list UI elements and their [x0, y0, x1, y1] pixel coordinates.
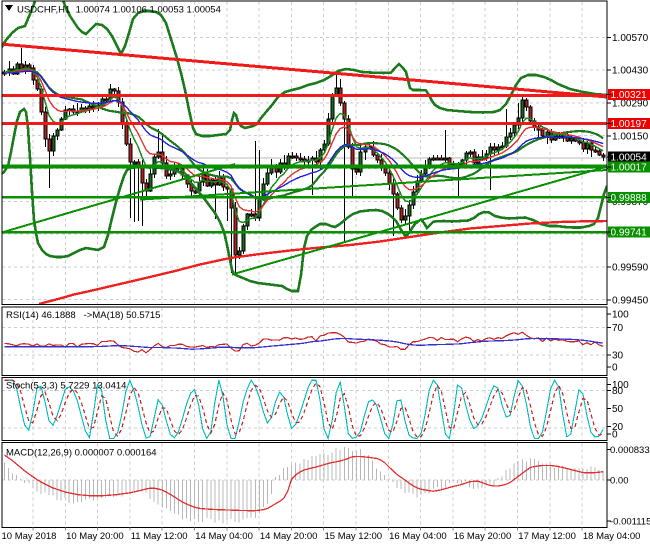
svg-text:17 May 12:00: 17 May 12:00: [518, 531, 576, 542]
svg-text:1.00017: 1.00017: [611, 162, 648, 173]
svg-text:0.99888: 0.99888: [611, 193, 648, 204]
svg-text:0: 0: [612, 363, 618, 374]
svg-text:50: 50: [612, 404, 624, 415]
svg-text:18 May 04:00: 18 May 04:00: [583, 531, 641, 542]
svg-text:1.00430: 1.00430: [612, 66, 649, 77]
svg-text:14 May 20:00: 14 May 20:00: [260, 531, 318, 542]
svg-text:100: 100: [612, 309, 629, 320]
svg-text:20: 20: [612, 422, 624, 433]
svg-text:16 May 20:00: 16 May 20:00: [454, 531, 512, 542]
svg-text:USDCHF,H1 1.00074 1.00106 1.0: USDCHF,H1 1.00074 1.00106 1.00053 1.0005…: [17, 5, 221, 16]
svg-text:1.00054: 1.00054: [611, 152, 648, 163]
svg-text:MACD(12,26,9) 0.000007 0.00016: MACD(12,26,9) 0.000007 0.000164: [6, 448, 157, 459]
svg-text:-0.001115: -0.001115: [610, 517, 650, 528]
svg-text:1.00321: 1.00321: [611, 90, 648, 101]
svg-text:RSI(14) 46.1888 ->MA(18) 50.: RSI(14) 46.1888 ->MA(18) 50.5715: [6, 310, 160, 321]
svg-text:0.000833: 0.000833: [610, 445, 650, 456]
svg-text:15 May 12:00: 15 May 12:00: [325, 531, 383, 542]
svg-text:1.00570: 1.00570: [612, 33, 649, 44]
svg-text:1.00150: 1.00150: [612, 131, 649, 142]
svg-text:10 May 20:00: 10 May 20:00: [66, 531, 124, 542]
svg-text:14 May 04:00: 14 May 04:00: [195, 531, 253, 542]
svg-text:0.99741: 0.99741: [611, 228, 648, 239]
svg-text:16 May 04:00: 16 May 04:00: [389, 531, 447, 542]
svg-text:100: 100: [612, 380, 629, 391]
svg-text:0.99590: 0.99590: [612, 263, 649, 274]
svg-text:0: 0: [612, 429, 618, 440]
svg-text:0.00: 0.00: [610, 476, 629, 487]
svg-text:11 May 12:00: 11 May 12:00: [131, 531, 188, 542]
svg-text:1.00290: 1.00290: [612, 99, 649, 110]
svg-text:30: 30: [612, 351, 624, 362]
svg-text:0.99450: 0.99450: [612, 295, 649, 306]
svg-text:70: 70: [612, 323, 624, 334]
svg-text:Stoch(5,3,3) 5.7229 13.0414: Stoch(5,3,3) 5.7229 13.0414: [6, 381, 126, 392]
svg-text:80: 80: [612, 386, 624, 397]
svg-text:1.00197: 1.00197: [611, 119, 648, 130]
svg-text:10 May 2018: 10 May 2018: [2, 531, 57, 542]
